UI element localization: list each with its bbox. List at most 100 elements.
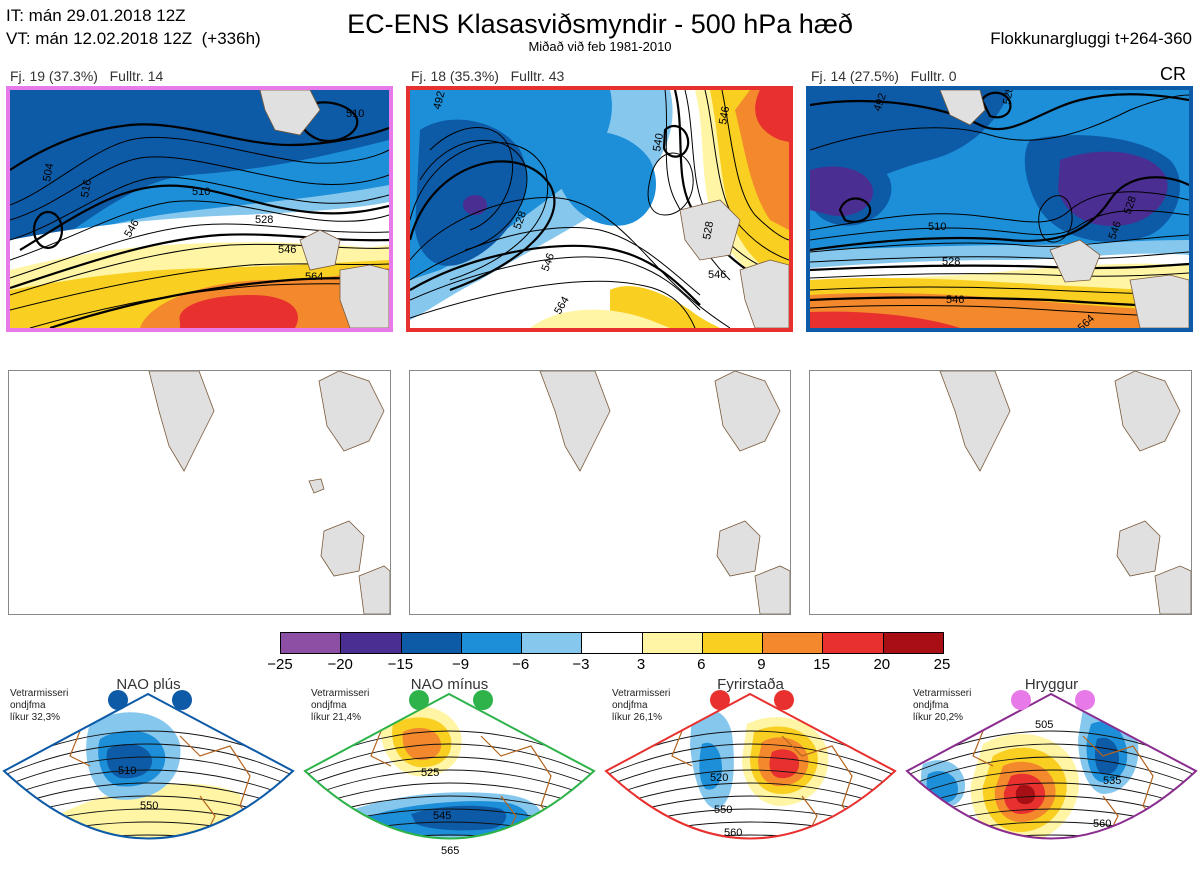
regime-statistics: Vetrarmisseri ondjfma líkur 21,4% — [311, 688, 369, 724]
colorbar-tick-label: 25 — [933, 656, 951, 673]
svg-text:528: 528 — [701, 220, 716, 240]
regime-panel: 505 535 560 Hryggur Vetrarmisseri ondjfma líku… — [903, 676, 1200, 871]
svg-text:528: 528 — [1122, 195, 1140, 216]
colorbar-swatch — [281, 633, 341, 653]
cluster-2-label: Fj. 18 (35.3%) Fulltr. 43 — [411, 68, 565, 84]
regime-border — [604, 692, 897, 840]
cluster-1-label: Fj. 19 (37.3%) Fulltr. 14 — [10, 68, 164, 84]
cr-label: CR — [1160, 64, 1186, 84]
svg-text:510: 510 — [192, 186, 210, 198]
svg-text:516: 516 — [79, 178, 94, 198]
svg-text:510: 510 — [928, 221, 946, 233]
svg-text:546: 546 — [717, 105, 732, 125]
classification-window: Flokkunargluggi t+264-360 — [990, 29, 1192, 48]
svg-text:546: 546 — [540, 252, 558, 273]
colorbar-swatch — [701, 633, 763, 653]
svg-text:546: 546 — [708, 269, 726, 281]
colorbar-tick-label: 9 — [757, 656, 766, 673]
regime-panel: 510 550 NAO plús Vetrarmisseri ondjfma líkur … — [0, 676, 297, 871]
svg-text:528: 528 — [942, 256, 960, 268]
regime-dot — [172, 690, 192, 710]
colorbar-tick-label: 15 — [813, 656, 830, 673]
regime-dot — [473, 690, 493, 710]
page-subtitle: Miðað við feb 1981-2010 — [528, 39, 672, 54]
regime-panel: 520 550 560 Fyrirstaða Vetrarmisseri ondjfma l… — [602, 676, 899, 871]
regime-contour-label: 545 — [433, 810, 451, 822]
regime-statistics: Vetrarmisseri ondjfma líkur 20,2% — [913, 688, 971, 724]
regime-contour-label: 550 — [140, 800, 158, 812]
colorbar-tick-label: −20 — [327, 656, 353, 673]
cluster-1-map: 510 510 504 516 528 546 546 564 — [6, 86, 393, 332]
colorbar-swatch — [762, 633, 823, 653]
colorbar-swatch — [882, 633, 943, 653]
svg-text:492: 492 — [431, 90, 447, 111]
regime-dot — [409, 690, 429, 710]
regime-border — [2, 692, 295, 840]
colorbar-tick-label: 20 — [873, 656, 891, 673]
regime-contour-label: 560 — [1093, 818, 1111, 830]
regime-dot — [1075, 690, 1095, 710]
member-map-3 — [809, 370, 1192, 615]
svg-text:528: 528 — [255, 214, 273, 226]
regime-dot — [774, 690, 794, 710]
colorbar-swatch — [340, 633, 401, 653]
colorbar — [280, 632, 944, 654]
regime-contour-label: 565 — [441, 845, 459, 857]
svg-text:510: 510 — [346, 108, 364, 120]
regime-border — [905, 692, 1198, 840]
cluster-3-map: 492 528 510 528 546 528 546 564 — [806, 86, 1193, 332]
regime-contour-label: 550 — [714, 804, 732, 816]
regime-contour-label: 560 — [724, 827, 742, 839]
regime-statistics-line: ondjfma — [311, 700, 347, 711]
regime-name: Hryggur — [1024, 676, 1079, 693]
regime-statistics-line: líkur 32,3% — [10, 712, 61, 723]
colorbar-tick-label: −3 — [572, 656, 590, 673]
regime-statistics-line: Vetrarmisseri — [612, 688, 671, 699]
regime-statistics-line: ondjfma — [913, 700, 949, 711]
regime-contour-label: 525 — [421, 767, 439, 779]
member-map-2 — [409, 370, 791, 615]
regime-contour-label: 520 — [710, 772, 728, 784]
colorbar-swatch — [822, 633, 883, 653]
colorbar-swatch — [460, 633, 522, 653]
regime-statistics-line: Vetrarmisseri — [311, 688, 370, 699]
regime-dot — [108, 690, 128, 710]
regime-statistics: Vetrarmisseri ondjfma líkur 32,3% — [10, 688, 68, 724]
cluster-2-map: 492 540 546 528 528 546 564 546 — [406, 86, 793, 332]
regime-statistics-line: Vetrarmisseri — [10, 688, 69, 699]
regime-name: NAO mínus — [410, 676, 489, 693]
svg-text:564: 564 — [305, 271, 323, 283]
regime-border — [303, 692, 596, 840]
svg-text:546: 546 — [1107, 220, 1125, 241]
svg-text:546: 546 — [946, 294, 964, 306]
regime-statistics: Vetrarmisseri ondjfma líkur 26,1% — [612, 688, 670, 724]
member-map-1 — [8, 370, 391, 615]
colorbar-tick-label: 6 — [697, 656, 706, 673]
svg-text:540: 540 — [651, 132, 666, 152]
colorbar-swatch — [521, 633, 582, 653]
regime-contour-label: 510 — [118, 765, 136, 777]
colorbar-tick-label: −15 — [387, 656, 414, 673]
colorbar-tick-label: −6 — [512, 656, 530, 673]
regime-name: NAO plús — [116, 676, 181, 693]
svg-text:528: 528 — [512, 210, 530, 231]
regime-panel: 525 545 565 NAO mínus Vetrarmisseri ondjfma lí… — [301, 676, 598, 871]
initial-time: IT: mán 29.01.2018 12Z — [6, 6, 186, 25]
svg-text:528: 528 — [1001, 90, 1016, 106]
cluster-3-label: Fj. 14 (27.5%) Fulltr. 0 — [811, 68, 957, 84]
colorbar-tick-label: −25 — [267, 656, 293, 673]
regime-statistics-line: líkur 20,2% — [913, 712, 964, 723]
svg-text:546: 546 — [278, 244, 296, 256]
regime-contour-label: 535 — [1103, 775, 1121, 787]
colorbar-tick-label: −9 — [451, 656, 470, 673]
regime-contour-label: 505 — [1035, 719, 1053, 731]
colorbar-swatch — [581, 633, 642, 653]
regime-statistics-line: ondjfma — [10, 700, 46, 711]
colorbar-tick-label: 3 — [636, 656, 646, 673]
svg-text:504: 504 — [41, 162, 56, 182]
valid-time: VT: mán 12.02.2018 12Z (+336h) — [6, 29, 261, 48]
regime-statistics-line: líkur 26,1% — [612, 712, 663, 723]
regime-statistics-line: líkur 21,4% — [311, 712, 362, 723]
colorbar-swatch — [641, 633, 702, 653]
regime-dot — [710, 690, 730, 710]
